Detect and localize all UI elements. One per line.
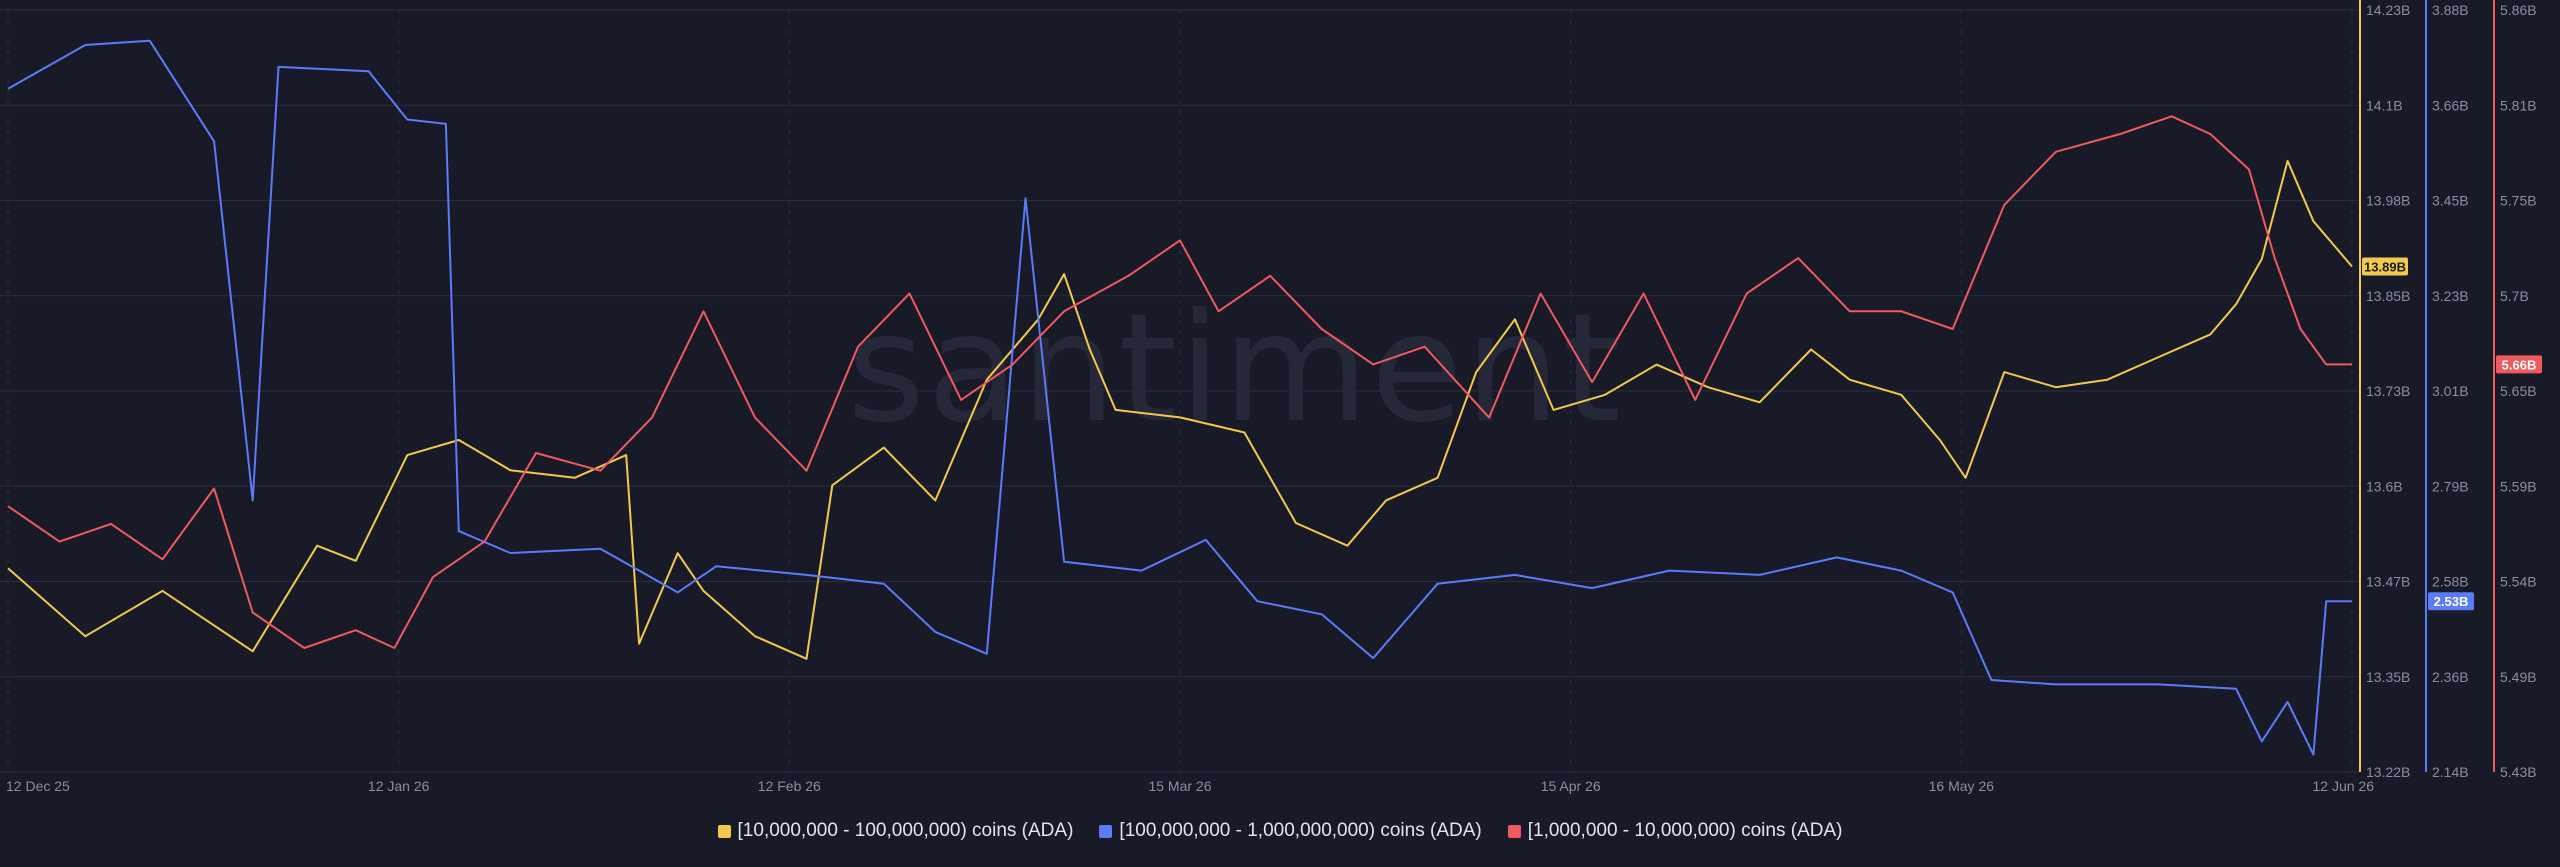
y-tick-label-blue: 2.79B <box>2432 478 2469 494</box>
series-line-yellow <box>7 159 2353 660</box>
y-tick-label-yellow: 13.35B <box>2366 669 2410 685</box>
y-tick-label-blue: 2.14B <box>2432 764 2469 780</box>
x-tick-label: 15 Apr 26 <box>1541 778 1601 794</box>
legend-label-red: [1,000,000 - 10,000,000) coins (ADA) <box>1527 820 1843 841</box>
last-value-badge-blue <box>2428 592 2474 611</box>
chart-grid <box>0 9 2360 773</box>
y-tick-label-yellow: 13.6B <box>2366 478 2403 494</box>
y-tick-label-red: 5.81B <box>2500 97 2537 113</box>
y-tick-label-yellow: 13.98B <box>2366 193 2410 209</box>
last-value-badge-yellow <box>2362 257 2408 276</box>
y-tick-label-yellow: 13.85B <box>2366 288 2410 304</box>
series-line-red <box>7 115 2352 649</box>
series-layer <box>7 39 2353 756</box>
y-tick-label-red: 5.65B <box>2500 383 2537 399</box>
y-tick-label-red: 5.49B <box>2500 669 2537 685</box>
x-tick-label: 12 Feb 26 <box>758 778 821 794</box>
x-tick-label: 12 Jun 26 <box>2313 778 2375 794</box>
x-tick-label: 12 Dec 25 <box>6 778 70 794</box>
legend: [10,000,000 - 100,000,000) coins (ADA) [… <box>0 820 2560 842</box>
legend-label-blue: [100,000,000 - 1,000,000,000) coins (ADA… <box>1119 820 1482 841</box>
chart-canvas: santiment 14.23B14.1B13.98B13.85B13.73B1… <box>0 0 2542 794</box>
x-tick-label: 16 May 26 <box>1929 778 1995 794</box>
y-tick-label-red: 5.43B <box>2500 764 2537 780</box>
y-tick-label-blue: 3.88B <box>2432 2 2469 18</box>
legend-item-yellow[interactable]: [10,000,000 - 100,000,000) coins (ADA) <box>717 820 1074 842</box>
y-tick-label-yellow: 13.47B <box>2366 574 2410 590</box>
last-value-label-blue: 2.53B <box>2434 594 2469 609</box>
y-tick-label-yellow: 14.23B <box>2366 2 2410 18</box>
last-value-label-yellow: 13.89B <box>2364 260 2406 275</box>
y-tick-label-yellow: 13.22B <box>2366 764 2410 780</box>
x-tick-label: 15 Mar 26 <box>1148 778 1211 794</box>
y-tick-label-blue: 2.36B <box>2432 669 2469 685</box>
legend-label-yellow: [10,000,000 - 100,000,000) coins (ADA) <box>737 820 1074 841</box>
series-line-blue <box>7 39 2352 756</box>
legend-swatch-blue <box>1099 824 1113 838</box>
y-tick-label-yellow: 14.1B <box>2366 97 2403 113</box>
watermark: santiment <box>847 282 1623 456</box>
y-tick-label-red: 5.75B <box>2500 193 2537 209</box>
legend-item-blue[interactable]: [100,000,000 - 1,000,000,000) coins (ADA… <box>1099 820 1482 842</box>
y-tick-label-blue: 3.45B <box>2432 193 2469 209</box>
y-tick-label-blue: 3.01B <box>2432 383 2469 399</box>
y-tick-label-blue: 3.23B <box>2432 288 2469 304</box>
y-tick-label-red: 5.7B <box>2500 288 2529 304</box>
last-value-label-red: 5.66B <box>2502 357 2537 372</box>
y-tick-label-red: 5.54B <box>2500 574 2537 590</box>
axes-layer: 14.23B 14.1B 13.98B 13.85B 13.73B 13.6B 13.47B… <box>2359 0 2542 780</box>
y-tick-label-yellow: 13.73B <box>2366 383 2410 399</box>
x-axis: 12 Dec 25 12 Jan 26 12 Feb 26 15 Mar 26 15 A… <box>6 778 2374 794</box>
legend-swatch-red <box>1507 824 1521 838</box>
legend-swatch-yellow <box>717 824 731 838</box>
last-value-badge-red <box>2496 355 2542 374</box>
y-tick-label-blue: 3.66B <box>2432 97 2469 113</box>
legend-item-red[interactable]: [1,000,000 - 10,000,000) coins (ADA) <box>1507 820 1843 842</box>
y-tick-label-red: 5.86B <box>2500 2 2537 18</box>
y-tick-label-blue: 2.58B <box>2432 574 2469 590</box>
x-tick-label: 12 Jan 26 <box>368 778 430 794</box>
y-tick-label-red: 5.59B <box>2500 478 2537 494</box>
